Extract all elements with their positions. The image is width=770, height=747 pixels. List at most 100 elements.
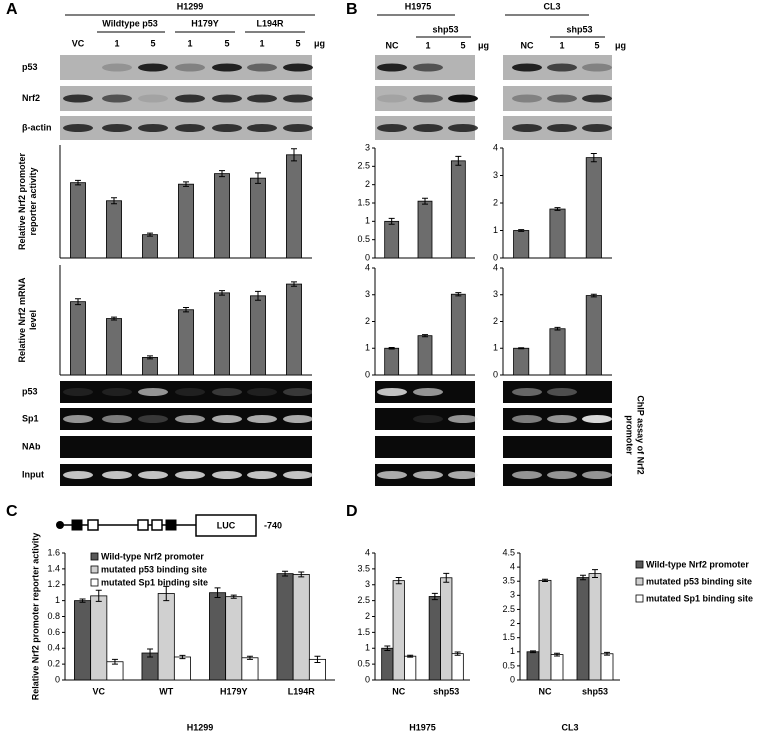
blot-band <box>138 415 168 423</box>
blot-band <box>547 94 577 103</box>
bar <box>513 347 530 376</box>
y-tick-label: 3 <box>510 590 515 600</box>
x-tick-label: NC <box>392 686 405 696</box>
y-tick-label: 1.5 <box>502 632 515 642</box>
blot-band <box>212 124 242 132</box>
bar <box>585 295 602 376</box>
error-bar <box>431 592 438 601</box>
legend-swatch <box>90 565 99 574</box>
blot-band <box>212 388 242 396</box>
blot <box>503 436 612 458</box>
y-axis-label: Relative Nrf2 promoter <box>17 152 27 250</box>
error-bar <box>95 589 102 602</box>
error-bar <box>282 570 289 577</box>
y-tick-label: 0 <box>55 674 60 684</box>
blot-band <box>448 124 478 132</box>
legend-label: mutated p53 binding site <box>101 564 207 574</box>
blot-band <box>582 415 612 423</box>
y-tick-label: 1.5 <box>357 197 370 207</box>
blot-band <box>102 415 132 423</box>
lane-label: 1 <box>187 38 192 48</box>
error-bar <box>111 316 117 321</box>
blot-band <box>63 94 93 103</box>
error-bar <box>183 181 189 187</box>
y-tick-label: 3 <box>365 142 370 152</box>
blot-band <box>512 124 542 132</box>
bar <box>526 651 540 681</box>
blot-band <box>283 63 313 72</box>
blot-band <box>175 94 205 103</box>
y-tick-label: 3.5 <box>502 576 515 586</box>
blot-band <box>377 124 407 132</box>
bar <box>576 577 590 681</box>
row-label: β-actin <box>22 122 52 132</box>
y-axis-label: Relative Nrf2 promoter reporter activity <box>30 533 40 701</box>
unit-label: μg <box>615 40 626 50</box>
legend-swatch <box>635 577 644 586</box>
error-bar <box>580 574 586 581</box>
error-bar <box>388 217 395 225</box>
blot-band <box>448 415 478 423</box>
error-bar <box>291 281 297 287</box>
error-bar <box>147 232 153 237</box>
bar <box>90 595 108 681</box>
row-label: p53 <box>22 62 38 72</box>
blot-band <box>102 388 132 396</box>
y-tick-label: 3 <box>365 289 370 299</box>
y-tick-label: 2.5 <box>502 604 515 614</box>
bar <box>381 647 394 681</box>
y-tick-label: 0.5 <box>502 660 515 670</box>
blot-band <box>63 124 93 132</box>
blot-band <box>175 471 205 479</box>
bar <box>384 347 400 376</box>
blot <box>60 436 312 458</box>
blot-band <box>283 388 313 396</box>
blot-band <box>413 94 443 103</box>
bar <box>106 318 122 376</box>
blot-band <box>138 63 168 72</box>
blot <box>375 436 475 458</box>
blot <box>503 381 612 403</box>
error-bar <box>75 298 81 306</box>
bar <box>142 356 158 376</box>
panel-label: D <box>346 503 358 520</box>
blot-band <box>212 63 242 72</box>
error-bar <box>388 346 395 350</box>
bar <box>70 182 86 259</box>
blot-band <box>102 94 132 103</box>
blot-band <box>512 94 542 103</box>
bar <box>286 154 302 259</box>
blot-band <box>138 124 168 132</box>
legend-label: Wild-type Nrf2 promoter <box>646 559 749 569</box>
error-bar <box>422 334 428 338</box>
blot-band <box>175 124 205 132</box>
error-bar <box>246 655 253 660</box>
legend-label: mutated p53 binding site <box>646 576 752 586</box>
y-tick-label: 1 <box>365 216 370 226</box>
blot <box>375 408 475 430</box>
y-axis-label: level <box>28 310 38 330</box>
y-tick-label: 0.8 <box>47 611 60 621</box>
blot-band <box>247 124 277 132</box>
legend-label: Wild-type Nrf2 promoter <box>101 551 204 561</box>
chip-label: ChIP assay of Nrf2 <box>636 395 646 474</box>
panel-label: B <box>346 1 358 18</box>
y-tick-label: 0.5 <box>357 659 370 669</box>
y-tick-label: 2 <box>493 316 498 326</box>
blot-band <box>212 94 242 103</box>
error-bar <box>542 578 548 583</box>
y-tick-label: 1 <box>365 643 370 653</box>
unit-label: μg <box>478 40 489 50</box>
lane-label: 5 <box>224 38 229 48</box>
y-tick-label: 1 <box>493 225 498 235</box>
error-bar <box>455 155 462 166</box>
y-tick-label: 4 <box>493 142 498 152</box>
y-tick-label: 1 <box>510 646 515 656</box>
lane-label: NC <box>521 40 534 50</box>
lane-label: 5 <box>594 40 599 50</box>
blot-band <box>212 415 242 423</box>
bar <box>209 592 227 681</box>
x-axis-label: CL3 <box>561 722 578 732</box>
y-tick-label: 1 <box>55 595 60 605</box>
bar <box>392 580 405 681</box>
